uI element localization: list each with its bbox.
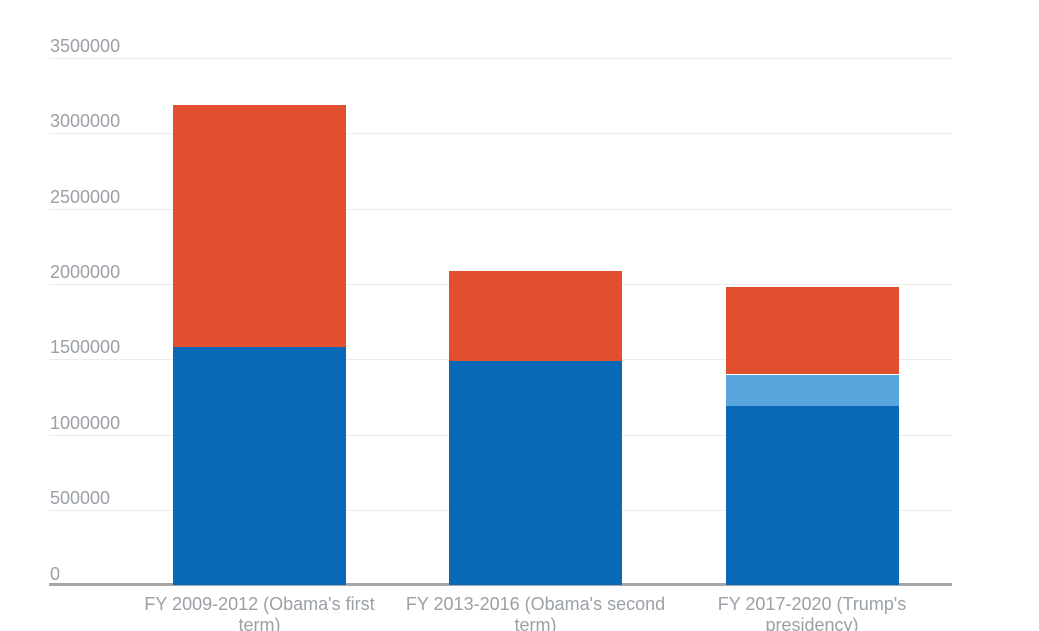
- x-axis-category-label-line: FY 2017-2020 (Trump's: [717, 594, 907, 614]
- gridline: [49, 133, 952, 135]
- y-axis-tick-label: 2500000: [50, 186, 121, 207]
- bar-segment-blue[interactable]: [173, 347, 346, 586]
- y-axis-tick-label: 500000: [50, 488, 111, 509]
- bar-segment-blue[interactable]: [449, 360, 622, 586]
- x-axis-category-label-line: term): [514, 615, 557, 631]
- bar-segment-red[interactable]: [725, 287, 899, 375]
- x-axis-category-label-line: FY 2009-2012 (Obama's first: [144, 594, 375, 614]
- x-axis-category-label: FY 2009-2012 (Obama's first term): [110, 594, 410, 631]
- gridline: [49, 58, 952, 59]
- y-axis-tick-label: 2000000: [50, 262, 121, 283]
- x-axis-category-label-line: term): [238, 615, 281, 631]
- bar-segment-red[interactable]: [173, 104, 346, 348]
- x-axis-category-label: FY 2017-2020 (Trump's presidency): [662, 594, 962, 631]
- bar-segment-light-blue[interactable]: [725, 374, 899, 407]
- y-axis-tick-label: 1000000: [50, 412, 121, 433]
- y-axis-tick-label: 3500000: [50, 36, 121, 56]
- y-axis-tick-label: 0: [50, 563, 61, 584]
- bar-segment-blue[interactable]: [725, 406, 899, 586]
- y-axis-tick-label: 3000000: [50, 111, 121, 132]
- bar-segment-red[interactable]: [449, 270, 622, 361]
- gridline: [49, 208, 952, 210]
- x-axis-category-label-line: presidency): [765, 615, 859, 631]
- x-axis-category-label: FY 2013-2016 (Obama's second term): [386, 594, 686, 631]
- y-axis-tick-label: 1500000: [50, 337, 121, 358]
- x-axis-category-label-line: FY 2013-2016 (Obama's second: [405, 594, 666, 614]
